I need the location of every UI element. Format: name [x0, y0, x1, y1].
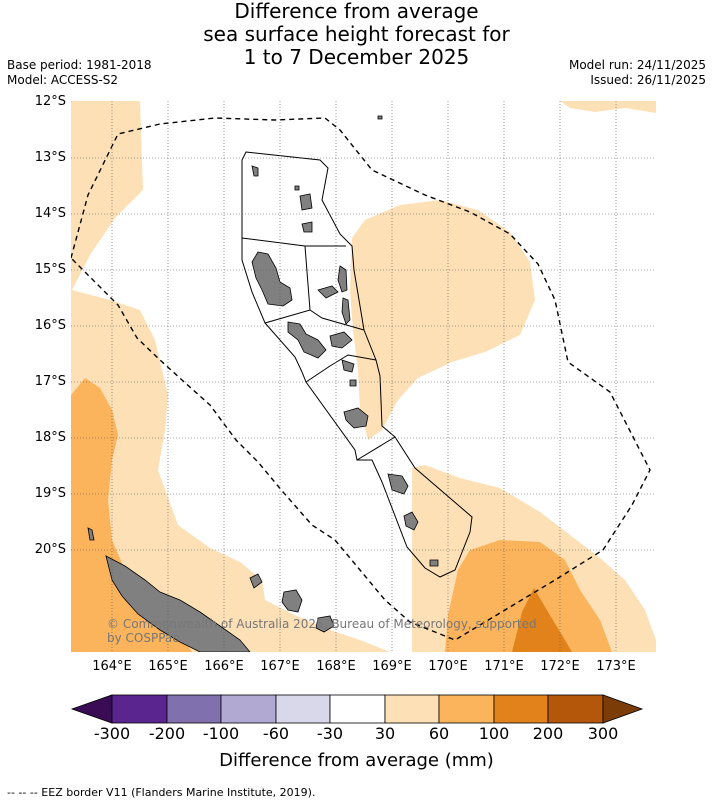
- footer-eez-note: -- -- -- EEZ border V11 (Flanders Marine…: [7, 786, 316, 799]
- small-island-3: [377, 115, 383, 120]
- loyalty-ouvea: [249, 573, 263, 589]
- lat-label-17s: 17°S: [34, 374, 66, 389]
- lat-label-18s: 18°S: [34, 430, 66, 445]
- lon-label-164e: 164°E: [92, 659, 132, 674]
- anomaly-light-northeast: [560, 101, 656, 113]
- land-masses: [87, 115, 439, 652]
- boundary-sanma-penama: [304, 245, 311, 311]
- lon-label-169e: 169°E: [372, 659, 412, 674]
- loyalty-lifou: [281, 589, 303, 613]
- anomaly-light-west: [71, 101, 390, 652]
- lat-label-16s: 16°S: [34, 318, 66, 333]
- new-caledonia: [105, 555, 251, 652]
- colorbar-bin-8: [493, 694, 549, 724]
- map-layers: [71, 101, 656, 652]
- colorbar-tick-6: 30: [374, 724, 396, 743]
- loyalty-mare: [315, 615, 335, 633]
- espiritu-santo: [251, 251, 293, 307]
- lon-label-172e: 172°E: [540, 659, 580, 674]
- lat-label-15s: 15°S: [34, 262, 66, 277]
- chart-title: Difference from average sea surface heig…: [0, 0, 713, 69]
- boundary-shefa-tafea: [356, 436, 396, 461]
- banks-islands-2: [301, 221, 313, 233]
- malekula: [287, 321, 327, 359]
- pentecost: [337, 265, 348, 293]
- colorbar-bin-9: [547, 694, 604, 724]
- colorbar-tick-10: 300: [587, 724, 619, 743]
- province-boundaries: [241, 151, 473, 578]
- lat-label-14s: 14°S: [34, 206, 66, 221]
- copyright-line-1: © Commonwealth of Australia 2025, Bureau…: [107, 617, 537, 631]
- model-name: Model: ACCESS-S2: [7, 73, 119, 87]
- lon-label-168e: 168°E: [316, 659, 356, 674]
- colorbar-bin-5: [329, 694, 386, 724]
- maewo: [341, 297, 351, 325]
- colorbar-bin-2: [166, 694, 222, 724]
- issued-date: Issued: 26/11/2025: [590, 73, 706, 87]
- epi: [341, 359, 355, 373]
- lon-label-170e: 170°E: [428, 659, 468, 674]
- lon-label-173e: 173°E: [596, 659, 636, 674]
- colorbar-over: [602, 694, 644, 724]
- graticule: [71, 101, 656, 652]
- boundary-sanma-malampa: [264, 309, 365, 331]
- colorbar-tick-2: -200: [148, 724, 186, 743]
- colorbar-bin-4: [275, 694, 331, 724]
- colorbar-tick-1: -300: [93, 724, 131, 743]
- colorbar-under: [70, 694, 113, 724]
- lon-label-166e: 166°E: [204, 659, 244, 674]
- lon-label-171e: 171°E: [484, 659, 524, 674]
- colorbar-title: Difference from average (mm): [219, 750, 494, 771]
- base-period: Base period: 1981-2018: [7, 58, 152, 72]
- lon-label-165e: 165°E: [148, 659, 188, 674]
- title-line-2: sea surface height forecast for: [203, 22, 510, 46]
- ambae: [317, 285, 339, 299]
- small-island-2: [349, 379, 357, 387]
- colorbar-tick-3: -100: [202, 724, 240, 743]
- anomaly-dark-southeast: [512, 588, 572, 652]
- lat-label-13s: 13°S: [34, 150, 66, 165]
- colorbar: [70, 694, 644, 724]
- meta-right: Model run: 24/11/2025 Issued: 26/11/2025: [569, 58, 706, 88]
- anomaly-orange-southwest: [71, 378, 192, 652]
- erromango: [387, 473, 409, 495]
- lon-label-167e: 167°E: [260, 659, 300, 674]
- lat-label-20s: 20°S: [34, 542, 66, 557]
- efate: [343, 407, 369, 429]
- meta-left: Base period: 1981-2018 Model: ACCESS-S2: [7, 58, 152, 88]
- colorbar-bin-7: [438, 694, 495, 724]
- copyright-notice: © Commonwealth of Australia 2025, Bureau…: [107, 617, 537, 645]
- ambrym: [329, 331, 353, 349]
- vanuatu-outline: [241, 151, 473, 578]
- lat-label-19s: 19°S: [34, 486, 66, 501]
- title-line-3: 1 to 7 December 2025: [243, 45, 470, 69]
- aneityum: [429, 559, 439, 567]
- copyright-line-2: by COSPPac: [107, 631, 179, 645]
- colorbar-bin-3: [220, 694, 277, 724]
- title-line-1: Difference from average: [234, 0, 479, 23]
- colorbar-tick-4: -60: [262, 724, 290, 743]
- lat-label-12s: 12°S: [34, 94, 66, 109]
- model-run: Model run: 24/11/2025: [568, 58, 706, 72]
- anomaly-light-east: [350, 200, 535, 440]
- boundary-malampa-shefa: [305, 354, 377, 383]
- banks-islands: [299, 193, 313, 211]
- small-island-1: [294, 185, 300, 191]
- tanna: [403, 511, 419, 531]
- colorbar-tick-8: 100: [478, 724, 510, 743]
- belep-islands: [87, 527, 95, 541]
- colorbar-bin-6: [384, 694, 440, 724]
- colorbar-tick-9: 200: [532, 724, 564, 743]
- colorbar-tick-5: -30: [316, 724, 344, 743]
- colorbar-bin-1: [111, 694, 168, 724]
- colorbar-tick-7: 60: [428, 724, 450, 743]
- torres-islands: [251, 165, 259, 177]
